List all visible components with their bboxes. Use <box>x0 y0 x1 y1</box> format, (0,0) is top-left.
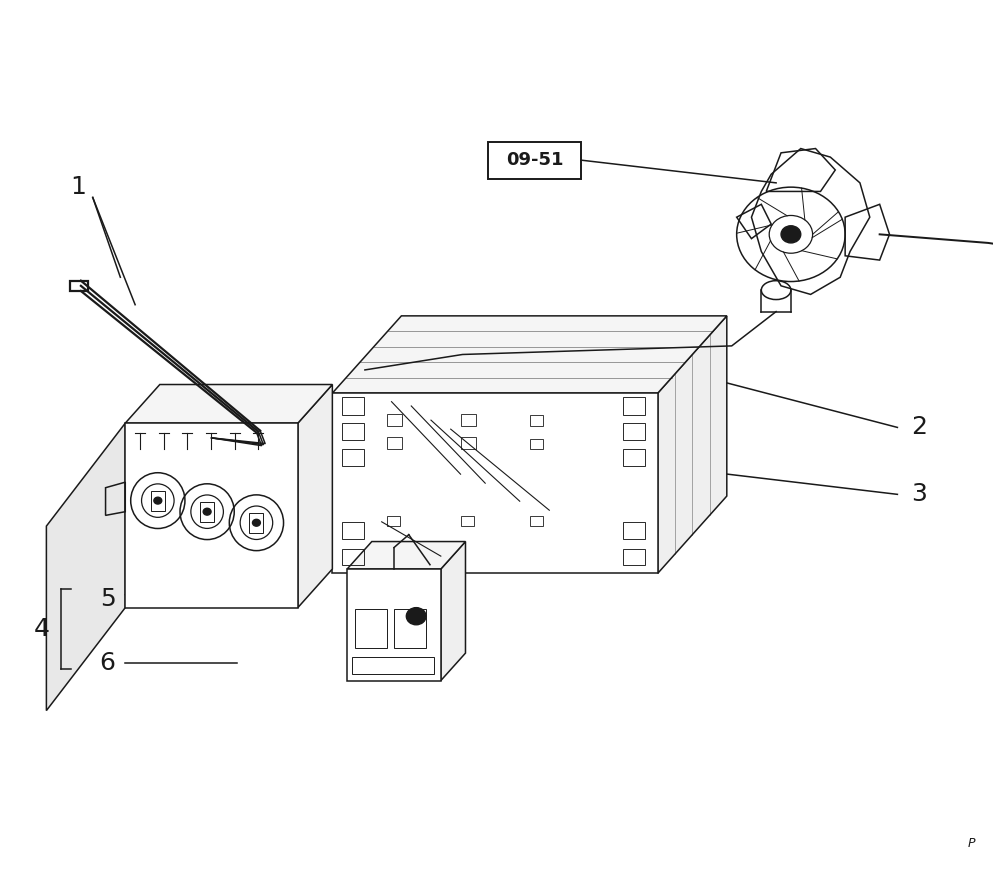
Bar <box>461 413 476 426</box>
Circle shape <box>203 508 211 515</box>
Bar <box>70 281 88 291</box>
Text: 5: 5 <box>100 587 115 611</box>
Bar <box>623 398 645 414</box>
Polygon shape <box>347 569 441 680</box>
Circle shape <box>406 608 426 624</box>
Text: 3: 3 <box>911 482 927 507</box>
Circle shape <box>154 497 162 504</box>
Bar <box>623 423 645 440</box>
Bar <box>342 398 364 414</box>
Bar <box>151 491 165 511</box>
Text: 09-51: 09-51 <box>506 151 563 169</box>
Circle shape <box>252 520 260 526</box>
Bar <box>488 141 581 179</box>
Text: 4: 4 <box>33 617 49 641</box>
Bar <box>387 516 400 526</box>
Polygon shape <box>125 423 298 608</box>
Bar <box>530 439 543 449</box>
Bar <box>342 423 364 440</box>
Bar <box>387 413 402 426</box>
Bar <box>342 449 364 466</box>
Polygon shape <box>658 316 727 573</box>
Bar <box>461 516 474 526</box>
Bar <box>623 549 645 565</box>
Text: P: P <box>968 837 975 850</box>
Bar <box>342 549 364 565</box>
Polygon shape <box>332 316 727 393</box>
Text: 6: 6 <box>100 651 116 675</box>
Bar <box>200 501 214 521</box>
Bar <box>352 657 434 674</box>
Text: 2: 2 <box>911 415 927 439</box>
Text: 1: 1 <box>70 175 86 199</box>
Polygon shape <box>332 393 658 573</box>
Polygon shape <box>441 542 465 680</box>
Bar <box>387 437 402 449</box>
Polygon shape <box>125 385 332 423</box>
Bar <box>623 521 645 539</box>
Bar <box>623 449 645 466</box>
Bar <box>249 513 263 533</box>
Bar <box>530 415 543 426</box>
Circle shape <box>781 226 801 243</box>
Bar <box>530 516 543 526</box>
Polygon shape <box>46 423 125 711</box>
Polygon shape <box>347 542 465 569</box>
Bar <box>342 521 364 539</box>
Bar <box>355 610 387 648</box>
Polygon shape <box>298 385 332 608</box>
Bar <box>461 437 476 449</box>
Bar <box>394 610 426 648</box>
